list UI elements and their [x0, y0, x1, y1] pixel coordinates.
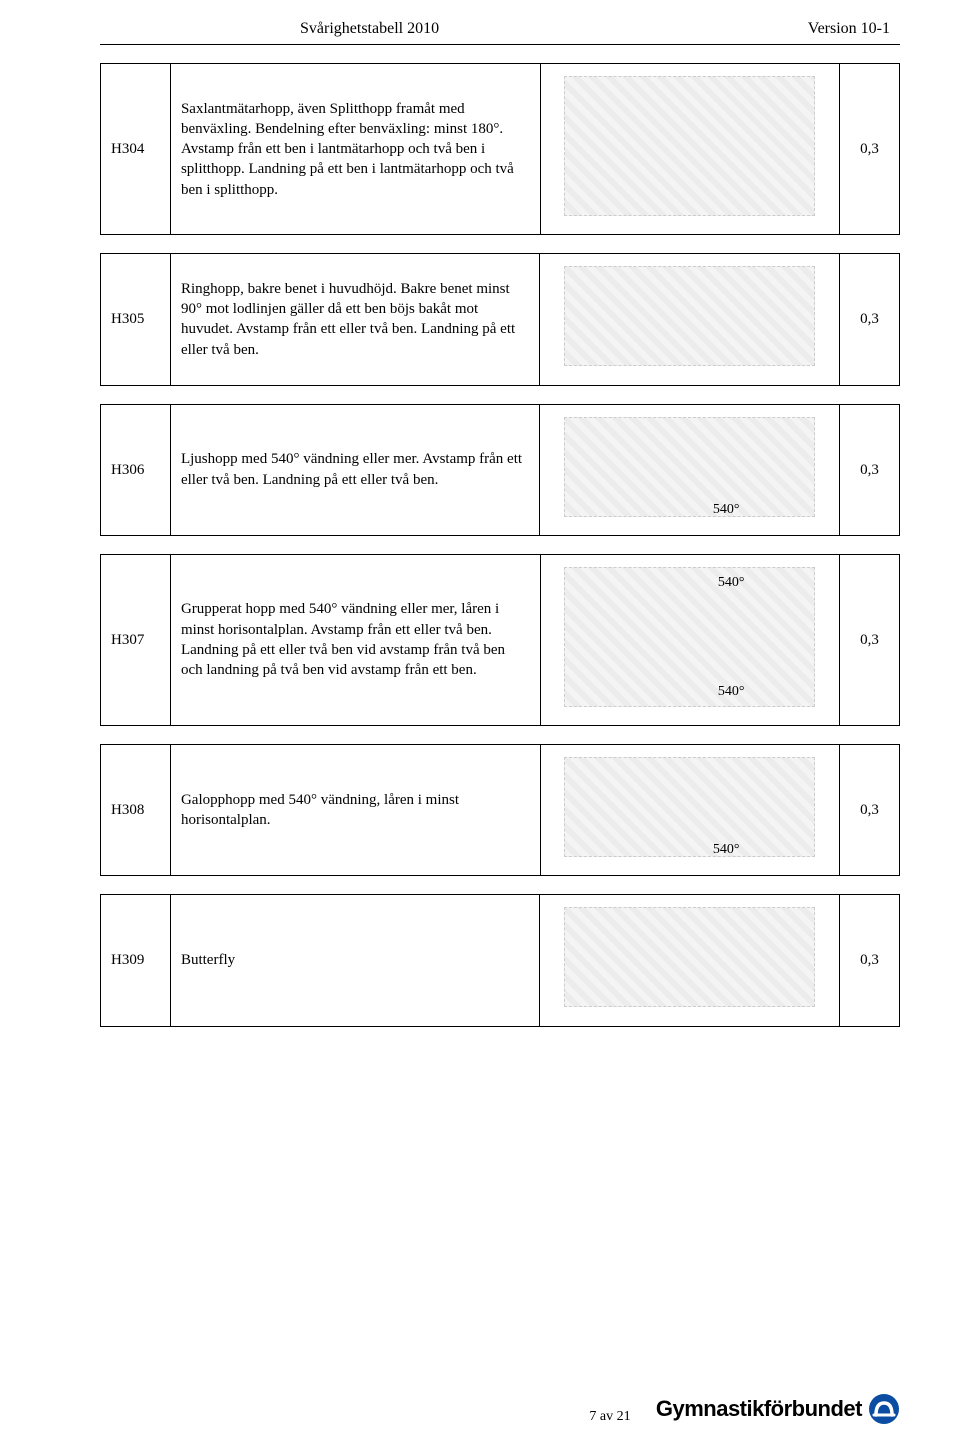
- element-figure-cell: 540°: [540, 745, 840, 876]
- brand-logo-icon: [868, 1393, 900, 1425]
- element-value: 0,3: [840, 745, 900, 876]
- element-table: H304 Saxlantmätarhopp, även Splitthopp f…: [100, 63, 900, 235]
- figure-placeholder: [564, 907, 815, 1007]
- element-description: Saxlantmätarhopp, även Splitthopp framåt…: [170, 64, 540, 235]
- element-figure-cell: [540, 64, 839, 235]
- element-table: H305 Ringhopp, bakre benet i huvudhöjd. …: [100, 253, 900, 385]
- element-figure-cell: 540°: [540, 404, 840, 535]
- element-value: 0,3: [840, 254, 900, 385]
- element-description: Ringhopp, bakre benet i huvudhöjd. Bakre…: [170, 254, 540, 385]
- figure-placeholder: [564, 266, 815, 366]
- element-table: H308 Galopphopp med 540° vändning, låren…: [100, 744, 900, 876]
- brand-text: Gymnastikförbundet: [656, 1396, 862, 1422]
- element-description: Butterfly: [170, 895, 540, 1026]
- header-right: Version 10-1: [808, 20, 890, 38]
- element-code: H309: [101, 895, 171, 1026]
- table-row: H306 Ljushopp med 540° vändning eller me…: [101, 404, 900, 535]
- element-code: H307: [101, 554, 171, 725]
- page-header: Svårighetstabell 2010 Version 10-1: [100, 20, 900, 44]
- angle-label: 540°: [718, 574, 745, 593]
- figure-placeholder: [564, 76, 815, 216]
- brand: Gymnastikförbundet: [656, 1393, 900, 1425]
- element-figure-cell: [540, 254, 840, 385]
- angle-label: 540°: [713, 501, 740, 520]
- page-footer: 7 av 21 Gymnastikförbundet: [0, 1409, 960, 1425]
- element-description: Grupperat hopp med 540° vändning eller m…: [170, 554, 540, 725]
- header-rule: [100, 44, 900, 45]
- page: Svårighetstabell 2010 Version 10-1 H304 …: [0, 0, 960, 1449]
- figure-placeholder: 540°: [564, 757, 815, 857]
- figure-placeholder: 540° 540°: [564, 567, 815, 707]
- element-figure-cell: 540° 540°: [540, 554, 840, 725]
- table-row: H309 Butterfly 0,3: [101, 895, 900, 1026]
- element-value: 0,3: [840, 554, 900, 725]
- table-row: H305 Ringhopp, bakre benet i huvudhöjd. …: [101, 254, 900, 385]
- element-figure-cell: [540, 895, 840, 1026]
- element-code: H305: [101, 254, 171, 385]
- element-description: Galopphopp med 540° vändning, låren i mi…: [170, 745, 540, 876]
- header-left: Svårighetstabell 2010: [300, 20, 439, 38]
- angle-label: 540°: [718, 683, 745, 702]
- element-value: 0,3: [840, 64, 900, 235]
- table-row: H304 Saxlantmätarhopp, även Splitthopp f…: [101, 64, 900, 235]
- element-value: 0,3: [840, 404, 900, 535]
- element-code: H306: [101, 404, 171, 535]
- angle-label: 540°: [713, 841, 740, 860]
- element-description: Ljushopp med 540° vändning eller mer. Av…: [170, 404, 540, 535]
- element-value: 0,3: [840, 895, 900, 1026]
- element-table: H309 Butterfly 0,3: [100, 894, 900, 1026]
- element-table: H306 Ljushopp med 540° vändning eller me…: [100, 404, 900, 536]
- table-row: H307 Grupperat hopp med 540° vändning el…: [101, 554, 900, 725]
- element-table: H307 Grupperat hopp med 540° vändning el…: [100, 554, 900, 726]
- table-row: H308 Galopphopp med 540° vändning, låren…: [101, 745, 900, 876]
- element-code: H304: [101, 64, 171, 235]
- element-code: H308: [101, 745, 171, 876]
- figure-placeholder: 540°: [564, 417, 815, 517]
